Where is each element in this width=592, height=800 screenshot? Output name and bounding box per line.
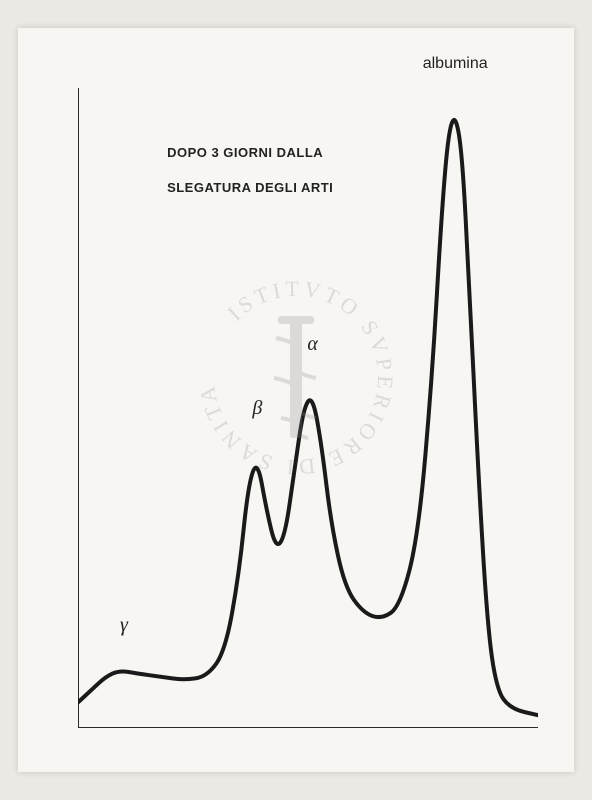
peak-label-beta: β (252, 397, 262, 420)
peak-label-gamma: γ (120, 614, 128, 637)
caption-text: DOPO 3 GIORNI DALLA SLEGATURA DEGLI ARTI (142, 126, 333, 214)
caption-line1: DOPO 3 GIORNI DALLA (167, 145, 323, 160)
caption-line2: SLEGATURA DEGLI ARTI (167, 180, 333, 195)
peak-label-albumin: albumina (423, 55, 488, 73)
plot-area: DOPO 3 GIORNI DALLA SLEGATURA DEGLI ARTI… (78, 88, 538, 728)
peak-label-alpha: α (307, 333, 318, 356)
paper-sheet: DOPO 3 GIORNI DALLA SLEGATURA DEGLI ARTI… (18, 28, 574, 772)
